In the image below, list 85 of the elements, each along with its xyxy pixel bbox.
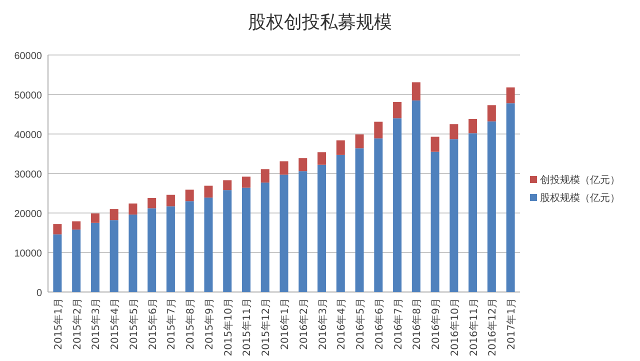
bar	[166, 206, 175, 292]
x-tick-label: 2016年4月	[336, 298, 348, 350]
bar	[223, 190, 232, 292]
y-tick-label: 10000	[14, 248, 42, 260]
chart-title: 股权创投私募规模	[248, 12, 392, 33]
bar	[280, 174, 288, 292]
bar	[393, 102, 402, 118]
bar	[374, 138, 383, 292]
bar	[468, 118, 478, 134]
x-tick-label: 2016年8月	[411, 298, 424, 350]
bar	[185, 190, 194, 202]
bar	[450, 139, 458, 292]
x-tick-label: 2016年9月	[430, 298, 442, 350]
bar	[128, 204, 138, 215]
bar	[430, 136, 440, 152]
bar	[412, 100, 420, 292]
x-tick-label: 2015年8月	[184, 298, 197, 350]
bar	[355, 148, 364, 292]
bar	[128, 214, 138, 292]
x-tick-label: 2015年5月	[128, 298, 140, 350]
bar	[468, 133, 478, 292]
bar	[110, 209, 118, 220]
bar	[204, 198, 213, 292]
bar	[90, 213, 100, 223]
bar	[242, 176, 250, 188]
bar	[336, 140, 345, 155]
bar	[148, 208, 156, 292]
legend-label: 股权规模（亿元）	[540, 192, 620, 204]
bar	[53, 224, 62, 234]
bar	[53, 234, 62, 292]
bar	[110, 220, 118, 292]
y-tick-label: 30000	[14, 170, 42, 180]
x-tick-label: 2016年12月	[486, 298, 499, 356]
bar	[204, 186, 213, 198]
y-tick-label: 0	[36, 288, 42, 299]
x-tick-label: 2016年5月	[354, 298, 367, 350]
y-tick-label: 40000	[14, 130, 42, 141]
bar	[430, 152, 440, 292]
bar	[298, 158, 308, 172]
x-tick-label: 2015年3月	[90, 298, 102, 350]
legend-label: 创投规模（亿元）	[540, 174, 620, 186]
bar	[185, 201, 194, 292]
bar	[374, 122, 383, 138]
bar	[148, 198, 156, 208]
x-tick-label: 2015年7月	[166, 298, 178, 350]
x-tick-label: 2017年1月	[506, 298, 518, 350]
x-tick-label: 2015年11月	[241, 298, 254, 356]
x-tick-label: 2016年3月	[316, 298, 329, 350]
x-tick-label: 2016年10月	[448, 298, 461, 356]
x-tick-label: 2015年2月	[71, 298, 84, 350]
bar	[72, 230, 81, 292]
bar	[242, 188, 250, 292]
bar	[487, 105, 496, 122]
bar	[487, 121, 496, 292]
bar	[450, 124, 458, 140]
bar	[72, 221, 81, 230]
bar	[412, 82, 420, 100]
bar	[90, 222, 100, 292]
bar	[393, 118, 402, 292]
x-tick-label: 2015年6月	[146, 298, 159, 350]
bar	[260, 182, 270, 292]
bar	[506, 87, 515, 104]
x-tick-label: 2016年6月	[373, 298, 386, 350]
bar	[166, 194, 175, 206]
bar	[355, 134, 364, 148]
y-tick-label: 50000	[14, 90, 42, 102]
bar	[318, 164, 326, 292]
x-tick-label: 2015年10月	[222, 298, 234, 356]
x-tick-label: 2015年9月	[203, 298, 216, 350]
y-tick-label: 20000	[14, 209, 42, 220]
bar	[280, 161, 288, 175]
bar	[298, 171, 308, 292]
bar	[223, 180, 232, 190]
bar	[318, 152, 326, 165]
bar	[336, 154, 345, 292]
bar	[260, 169, 270, 183]
x-tick-label: 2015年12月	[260, 298, 272, 356]
x-tick-label: 2016年1月	[279, 298, 291, 350]
x-tick-label: 2016年7月	[392, 298, 404, 350]
x-tick-label: 2016年11月	[468, 298, 480, 356]
x-tick-label: 2015年1月	[52, 298, 64, 350]
x-tick-label: 2015年4月	[109, 298, 122, 350]
x-tick-label: 2016年2月	[298, 298, 310, 350]
bar	[506, 103, 515, 292]
y-tick-label: 60000	[14, 51, 42, 62]
